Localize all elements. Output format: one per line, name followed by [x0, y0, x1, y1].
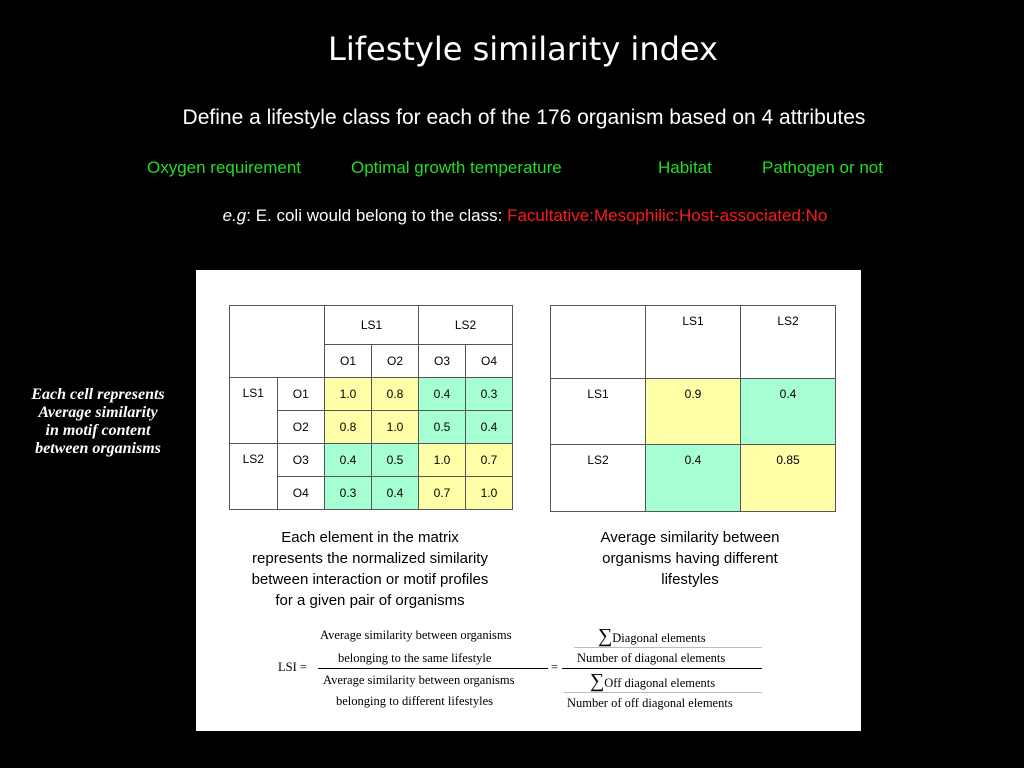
matrix-cell: 0.85 — [740, 444, 836, 512]
formula-denominator-line1: Average similarity between organisms — [323, 673, 515, 687]
example-prefix: e.g — [222, 206, 247, 225]
formula-numerator-line2: belonging to the same lifestyle — [338, 651, 492, 665]
row-header: LS1 — [550, 378, 646, 445]
matrix-cell: 0.5 — [371, 443, 419, 477]
sigma-icon: ∑ — [598, 625, 613, 647]
caption-line: represents the normalized similarity — [252, 550, 488, 567]
corner-cell — [229, 305, 325, 378]
col-header: O4 — [465, 344, 513, 378]
caption-line: for a given pair of organisms — [275, 592, 465, 609]
matrix1-caption: Each element in the matrix represents th… — [216, 527, 524, 611]
formula-fraction-bar — [562, 668, 762, 669]
side-note: Each cell represents Average similarity … — [8, 386, 188, 458]
formula-rule — [574, 647, 762, 648]
count-denominator: Number of off diagonal elements — [567, 696, 733, 710]
sigma-icon: ∑ — [590, 670, 605, 692]
example-line: e.g: E. coli would belong to the class: … — [0, 206, 1024, 226]
matrix-cell: 0.7 — [418, 476, 466, 510]
matrix-cell: 1.0 — [465, 476, 513, 510]
figure-panel: LS1 LS2 O1 O2 O3 O4 LS1 O1 1.0 0.8 0.4 0… — [196, 270, 861, 731]
example-text: : E. coli would belong to the class: — [246, 206, 508, 225]
matrix-cell: 0.7 — [465, 443, 513, 477]
example-class-value: Facultative:Mesophilic:Host-associated:N… — [507, 206, 828, 225]
slide-subtitle: Define a lifestyle class for each of the… — [182, 106, 866, 129]
matrix-cell: 0.8 — [371, 377, 419, 411]
col-header: O1 — [324, 344, 372, 378]
matrix-cell: 0.4 — [324, 443, 372, 477]
matrix-cell: 0.4 — [645, 444, 741, 512]
formula-denominator-line2: belonging to different lifestyles — [336, 694, 494, 708]
caption-line: Each element in the matrix — [281, 529, 459, 546]
formula-rule — [564, 692, 762, 693]
matrix-cell: 0.4 — [371, 476, 419, 510]
row-header: LS2 — [550, 444, 646, 512]
col-header: O2 — [371, 344, 419, 378]
organism-similarity-matrix: LS1 LS2 O1 O2 O3 O4 LS1 O1 1.0 0.8 0.4 0… — [229, 305, 513, 510]
side-note-line: Average similarity — [38, 404, 158, 421]
col-group-ls2: LS2 — [418, 305, 513, 345]
col-header: O3 — [418, 344, 466, 378]
formula-lhs: LSI = — [278, 660, 307, 674]
row-header: O2 — [276, 410, 325, 444]
matrix-cell: 0.4 — [418, 377, 466, 411]
count-numerator: Number of diagonal elements — [577, 651, 726, 665]
attribute-temperature: Optimal growth temperature — [351, 158, 562, 177]
matrix-cell: 0.3 — [465, 377, 513, 411]
matrix-cell: 0.8 — [324, 410, 372, 444]
row-header: O3 — [276, 443, 325, 477]
attribute-pathogen: Pathogen or not — [762, 158, 883, 177]
row-group-ls2: LS2 — [229, 443, 278, 510]
matrix-cell: 1.0 — [371, 410, 419, 444]
col-group-ls1: LS1 — [324, 305, 419, 345]
attribute-oxygen: Oxygen requirement — [147, 158, 302, 177]
matrix-cell: 1.0 — [418, 443, 466, 477]
matrix-cell: 0.4 — [465, 410, 513, 444]
corner-cell — [550, 305, 646, 379]
caption-line: lifestyles — [661, 571, 719, 588]
sum-denominator-label: Off diagonal elements — [604, 676, 716, 690]
matrix-cell: 0.3 — [324, 476, 372, 510]
side-note-line: between organisms — [35, 440, 161, 457]
matrix2-caption: Average similarity between organisms hav… — [550, 527, 830, 590]
lifestyle-similarity-matrix: LS1 LS2 LS1 0.9 0.4 LS2 0.4 0.85 — [550, 305, 836, 512]
formula-equals: = — [551, 660, 559, 674]
side-note-line: Each cell represents — [31, 386, 165, 403]
caption-line: Average similarity between — [600, 529, 780, 546]
matrix-cell: 0.9 — [645, 378, 741, 445]
side-note-line: in motif content — [45, 422, 151, 439]
sum-numerator: ∑Diagonal elements — [598, 625, 706, 648]
slide-title: Lifestyle similarity index — [328, 30, 718, 68]
matrix-cell: 0.5 — [418, 410, 466, 444]
formula-fraction-bar — [318, 668, 548, 669]
caption-line: between interaction or motif profiles — [251, 571, 489, 588]
sum-numerator-label: Diagonal elements — [612, 631, 706, 645]
row-header: O4 — [276, 476, 325, 510]
col-header: LS1 — [645, 305, 741, 379]
row-group-ls1: LS1 — [229, 377, 278, 444]
formula-numerator-line1: Average similarity between organisms — [320, 628, 512, 642]
row-header: O1 — [276, 377, 325, 411]
matrix-cell: 1.0 — [324, 377, 372, 411]
caption-line: organisms having different — [602, 550, 778, 567]
attribute-habitat: Habitat — [658, 158, 712, 177]
sum-denominator: ∑Off diagonal elements — [590, 670, 715, 693]
col-header: LS2 — [740, 305, 836, 379]
matrix-cell: 0.4 — [740, 378, 836, 445]
